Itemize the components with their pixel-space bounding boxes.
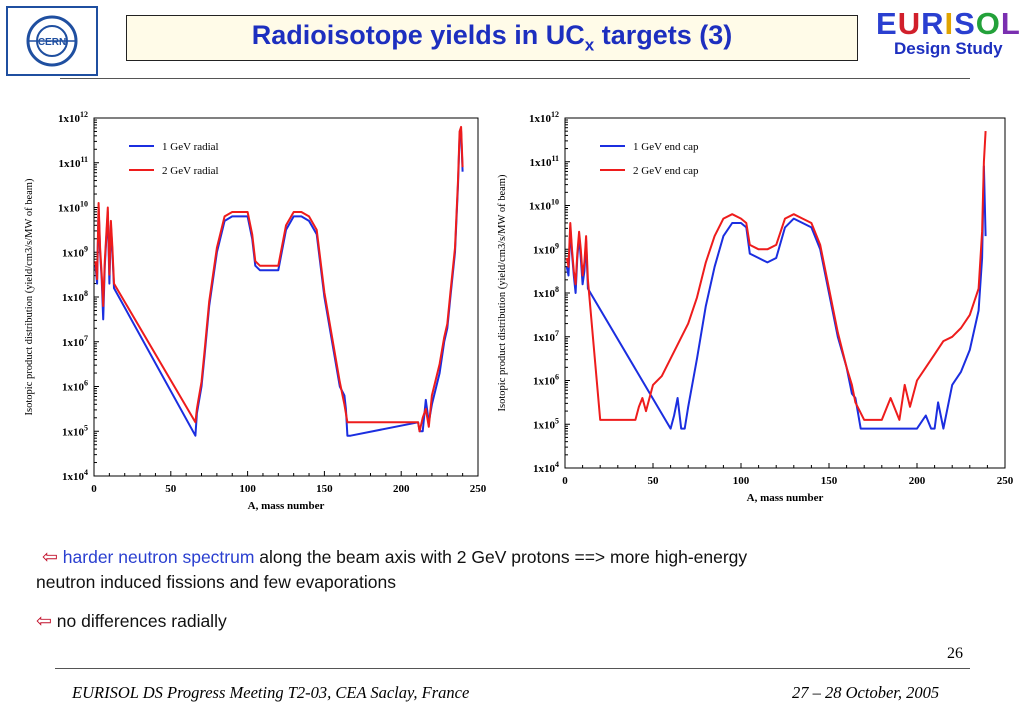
y-tick-label: 1x1010 [58, 200, 88, 215]
series-line [94, 125, 464, 433]
bullet-2: ⇦ no differences radially [36, 609, 936, 634]
bullet-1-rest: along the beam axis with 2 GeV protons =… [254, 547, 748, 567]
y-tick-label: 1x1011 [529, 154, 559, 169]
x-tick-label: 50 [165, 483, 177, 495]
legend-label: 1 GeV end cap [633, 141, 699, 153]
x-tick-label: 0 [91, 483, 97, 495]
y-tick-label: 1x104 [62, 468, 88, 483]
y-axis-label: Isotopic product distribution (yield/cm3… [24, 178, 35, 415]
footer-divider [55, 668, 970, 669]
y-tick-label: 1x106 [62, 379, 88, 394]
eurisol-logo: EURISOL Design Study [876, 6, 1020, 58]
arrow-left-icon: ⇦ [36, 611, 52, 632]
y-tick-label: 1x106 [533, 373, 559, 388]
y-tick-label: 1x1011 [58, 155, 88, 170]
cern-logo-icon: CERN [8, 8, 96, 74]
x-tick-label: 200 [909, 475, 926, 487]
x-tick-label: 100 [239, 483, 256, 495]
bullet-1-highlight: harder neutron spectrum [62, 547, 255, 567]
chart-endcap: 1x104 1x105 1x106 1x107 1x108 1x109 1x1010 1x10… [495, 104, 1015, 522]
header-divider [60, 78, 970, 79]
y-tick-label: 1x107 [533, 329, 559, 344]
y-tick-label: 1x109 [62, 244, 88, 259]
legend-label: 2 GeV radial [162, 165, 219, 177]
eurisol-subtitle: Design Study [894, 39, 1003, 58]
y-tick-label: 1x108 [62, 289, 88, 304]
title-main: Radioisotope yields in UC [251, 20, 585, 51]
legend-label: 2 GeV end cap [633, 165, 699, 177]
eurisol-letter: O [975, 6, 1001, 41]
title-subscript: x [584, 35, 595, 55]
eurisol-letter: U [897, 6, 922, 41]
cern-logo-text: CERN [38, 37, 66, 48]
chart-radial-svg: 1x104 1x105 1x106 1x107 1x108 1x109 1x1010 1x10… [24, 110, 487, 512]
y-axis-label: Isotopic product distribution (yield/cm3… [497, 174, 508, 411]
x-tick-label: 0 [562, 475, 568, 487]
chart-endcap-svg: 1x104 1x105 1x106 1x107 1x108 1x109 1x1010 1x10… [497, 110, 1014, 504]
eurisol-letter: E [876, 6, 898, 41]
y-tick-label: 1x107 [62, 334, 88, 349]
eurisol-wordmark: EURISOL [876, 6, 1020, 41]
y-tick-label: 1x1010 [529, 198, 559, 213]
x-tick-label: 250 [997, 475, 1014, 487]
x-tick-label: 150 [316, 483, 333, 495]
series-line [565, 131, 987, 421]
y-tick-label: 1x105 [62, 423, 88, 438]
bullet-1: ⇦ harder neutron spectrum along the beam… [36, 545, 936, 570]
bullet-2-text: no differences radially [56, 611, 227, 631]
x-tick-label: 250 [470, 483, 487, 495]
series-line [94, 130, 464, 437]
title-tail: targets (3) [594, 20, 733, 51]
arrow-left-icon: ⇦ [42, 547, 58, 568]
y-tick-label: 1x108 [533, 285, 559, 300]
plot-frame [564, 117, 1006, 469]
y-tick-label: 1x105 [533, 416, 559, 431]
eurisol-letter: L [1000, 6, 1021, 41]
y-tick-label: 1x1012 [58, 110, 88, 125]
bullet-1-line2: neutron induced fissions and few evapora… [36, 572, 396, 592]
x-tick-label: 100 [733, 475, 750, 487]
eurisol-letter: S [954, 6, 976, 41]
plot-frame [93, 117, 479, 477]
eurisol-letter: I [944, 6, 955, 41]
page-title: Radioisotope yields in UCx targets (3) [252, 20, 733, 55]
eurisol-letter: R [921, 6, 945, 41]
y-tick-label: 1x109 [533, 241, 559, 256]
x-tick-label: 200 [393, 483, 410, 495]
footer-right-text: 27 – 28 October, 2005 [792, 683, 940, 702]
x-axis-label: A, mass number [747, 492, 824, 504]
series-line [565, 165, 987, 430]
page-number: 26 [947, 645, 963, 662]
y-tick-label: 1x1012 [529, 110, 559, 125]
x-tick-label: 50 [648, 475, 660, 487]
chart-radial: 1x104 1x105 1x106 1x107 1x108 1x109 1x1010 1x10… [20, 104, 490, 522]
title-box: Radioisotope yields in UCx targets (3) [126, 15, 858, 61]
cern-logo: CERN [6, 6, 98, 76]
legend-label: 1 GeV radial [162, 141, 219, 153]
x-tick-label: 150 [821, 475, 838, 487]
footer-left-text: EURISOL DS Progress Meeting T2-03, CEA S… [72, 683, 470, 702]
bullet-text-area: ⇦ harder neutron spectrum along the beam… [36, 545, 936, 634]
x-axis-label: A, mass number [248, 500, 325, 512]
y-tick-label: 1x104 [533, 460, 559, 475]
